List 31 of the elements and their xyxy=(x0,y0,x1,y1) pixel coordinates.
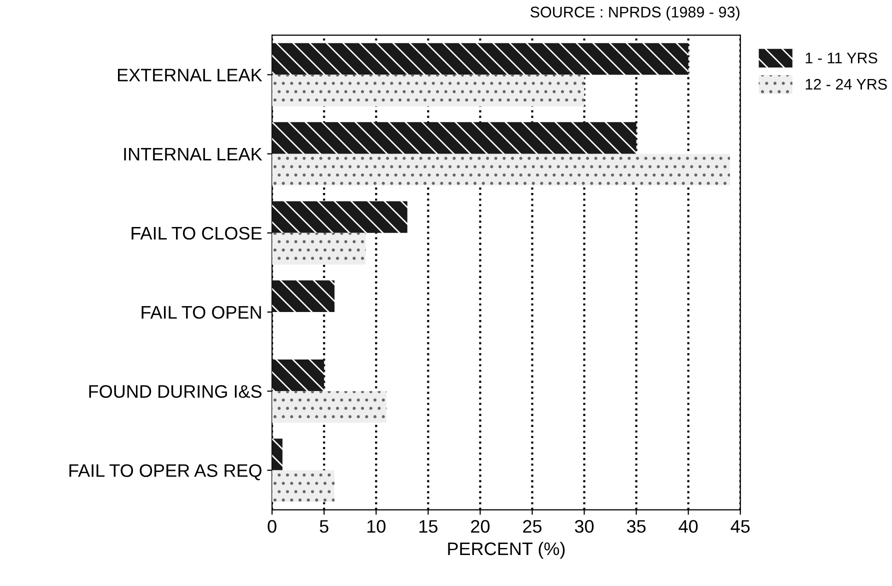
y-tick-label: INTERNAL LEAK xyxy=(124,148,262,160)
source-note: SOURCE : NPRDS (1989 - 93) xyxy=(530,6,740,21)
x-tick-label: 10 xyxy=(367,520,386,533)
bar xyxy=(272,74,584,106)
x-axis-title: PERCENT (%) xyxy=(448,542,565,559)
y-tick-label: FAIL TO OPER AS REQ xyxy=(69,464,262,480)
x-tick-label: 15 xyxy=(419,520,438,533)
x-tick-label: 5 xyxy=(320,520,328,533)
legend-label: 1 - 11 YRS xyxy=(806,52,878,64)
bar xyxy=(272,43,688,75)
x-tick-label: 35 xyxy=(626,520,646,533)
bar xyxy=(272,391,387,423)
bar xyxy=(272,154,730,186)
y-tick-label: FAIL TO OPEN xyxy=(142,306,261,319)
bar xyxy=(272,122,636,154)
legend-label: 12 - 24 YRS xyxy=(806,78,887,90)
y-tick-label: FOUND DURING I&S xyxy=(89,385,262,398)
bar xyxy=(272,360,324,392)
x-tick-label: 25 xyxy=(523,520,542,533)
x-tick-label: 0 xyxy=(268,520,276,533)
bar xyxy=(272,470,334,502)
bar xyxy=(272,232,366,265)
x-tick-label: 45 xyxy=(730,520,750,533)
x-tick-label: 30 xyxy=(574,520,594,533)
x-tick-label: 40 xyxy=(678,520,698,533)
y-tick-label: FAIL TO CLOSE xyxy=(132,226,262,240)
bar xyxy=(272,438,282,470)
bar xyxy=(272,280,334,312)
x-tick-label: 20 xyxy=(471,520,490,533)
y-tick-label: EXTERNAL LEAK xyxy=(118,68,262,82)
bar xyxy=(272,201,408,233)
